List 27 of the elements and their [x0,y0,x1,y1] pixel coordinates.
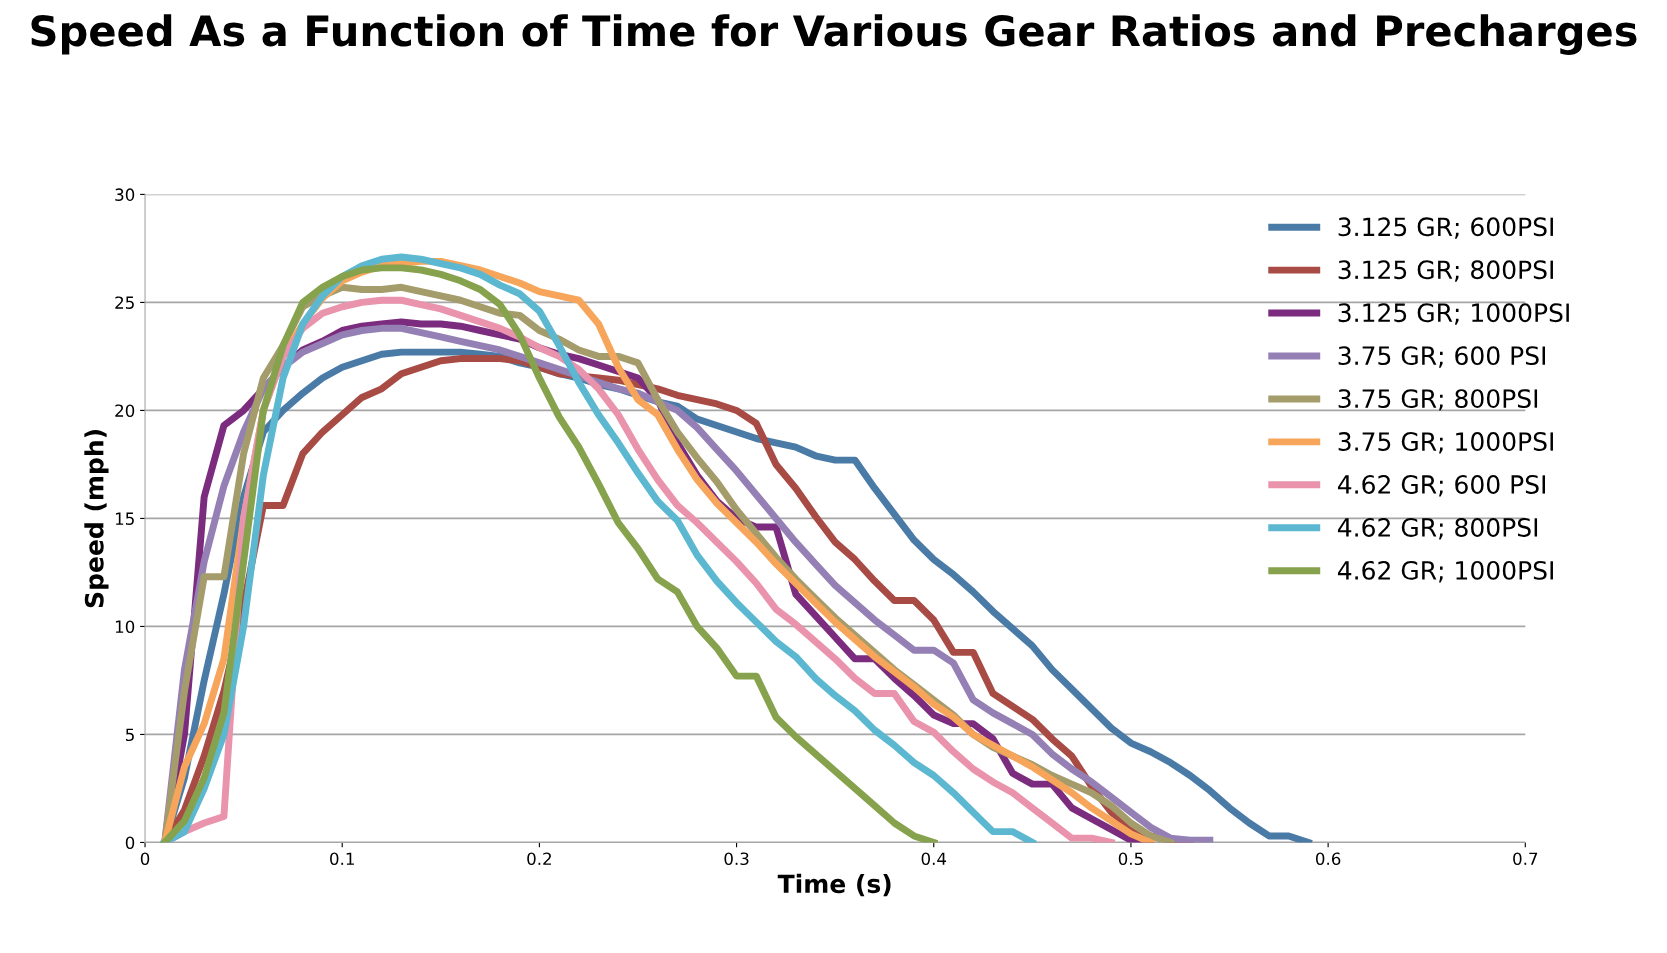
x-tick-label: 0.5 [1118,852,1143,866]
y-tick-label: 20 [115,404,135,417]
y-tick-label: 30 [115,188,135,201]
x-tick-label: 0.6 [1315,852,1341,866]
y-axis-title: Speed (mph) [84,430,109,608]
y-tick-label: 5 [125,728,134,742]
x-tick-label: 0.2 [527,852,551,866]
x-tick-label: 0 [140,852,150,866]
y-tick-label: 0 [125,836,135,850]
x-axis-title: Time (s) [777,873,891,897]
legend-label: 3.125 GR; 1000PSI [1338,303,1569,325]
legend-label: 3.75 GR; 800PSI [1338,389,1538,411]
x-tick-label: 0.4 [921,852,947,866]
x-tick-label: 0.3 [724,852,749,866]
legend-label: 4.62 GR; 1000PSI [1337,560,1553,583]
legend-label: 3.125 GR; 800PSI [1338,260,1553,282]
legend-label: 3.75 GR; 1000PSI [1338,432,1553,454]
y-tick-label: 10 [115,620,135,634]
chart-title: Speed As a Function of Time for Various Gear Ratios and Precharges [31,14,1637,55]
legend-label: 3.75 GR; 600 PSI [1338,346,1545,368]
y-tick-label: 25 [115,296,134,309]
legend-label: 4.62 GR; 600 PSI [1337,475,1545,497]
legend-label: 3.125 GR; 600PSI [1338,217,1553,239]
y-tick-label: 15 [115,512,134,525]
x-tick-label: 0.1 [330,852,354,866]
legend-label: 4.62 GR; 800PSI [1337,517,1538,540]
x-tick-label: 0.7 [1513,852,1538,866]
